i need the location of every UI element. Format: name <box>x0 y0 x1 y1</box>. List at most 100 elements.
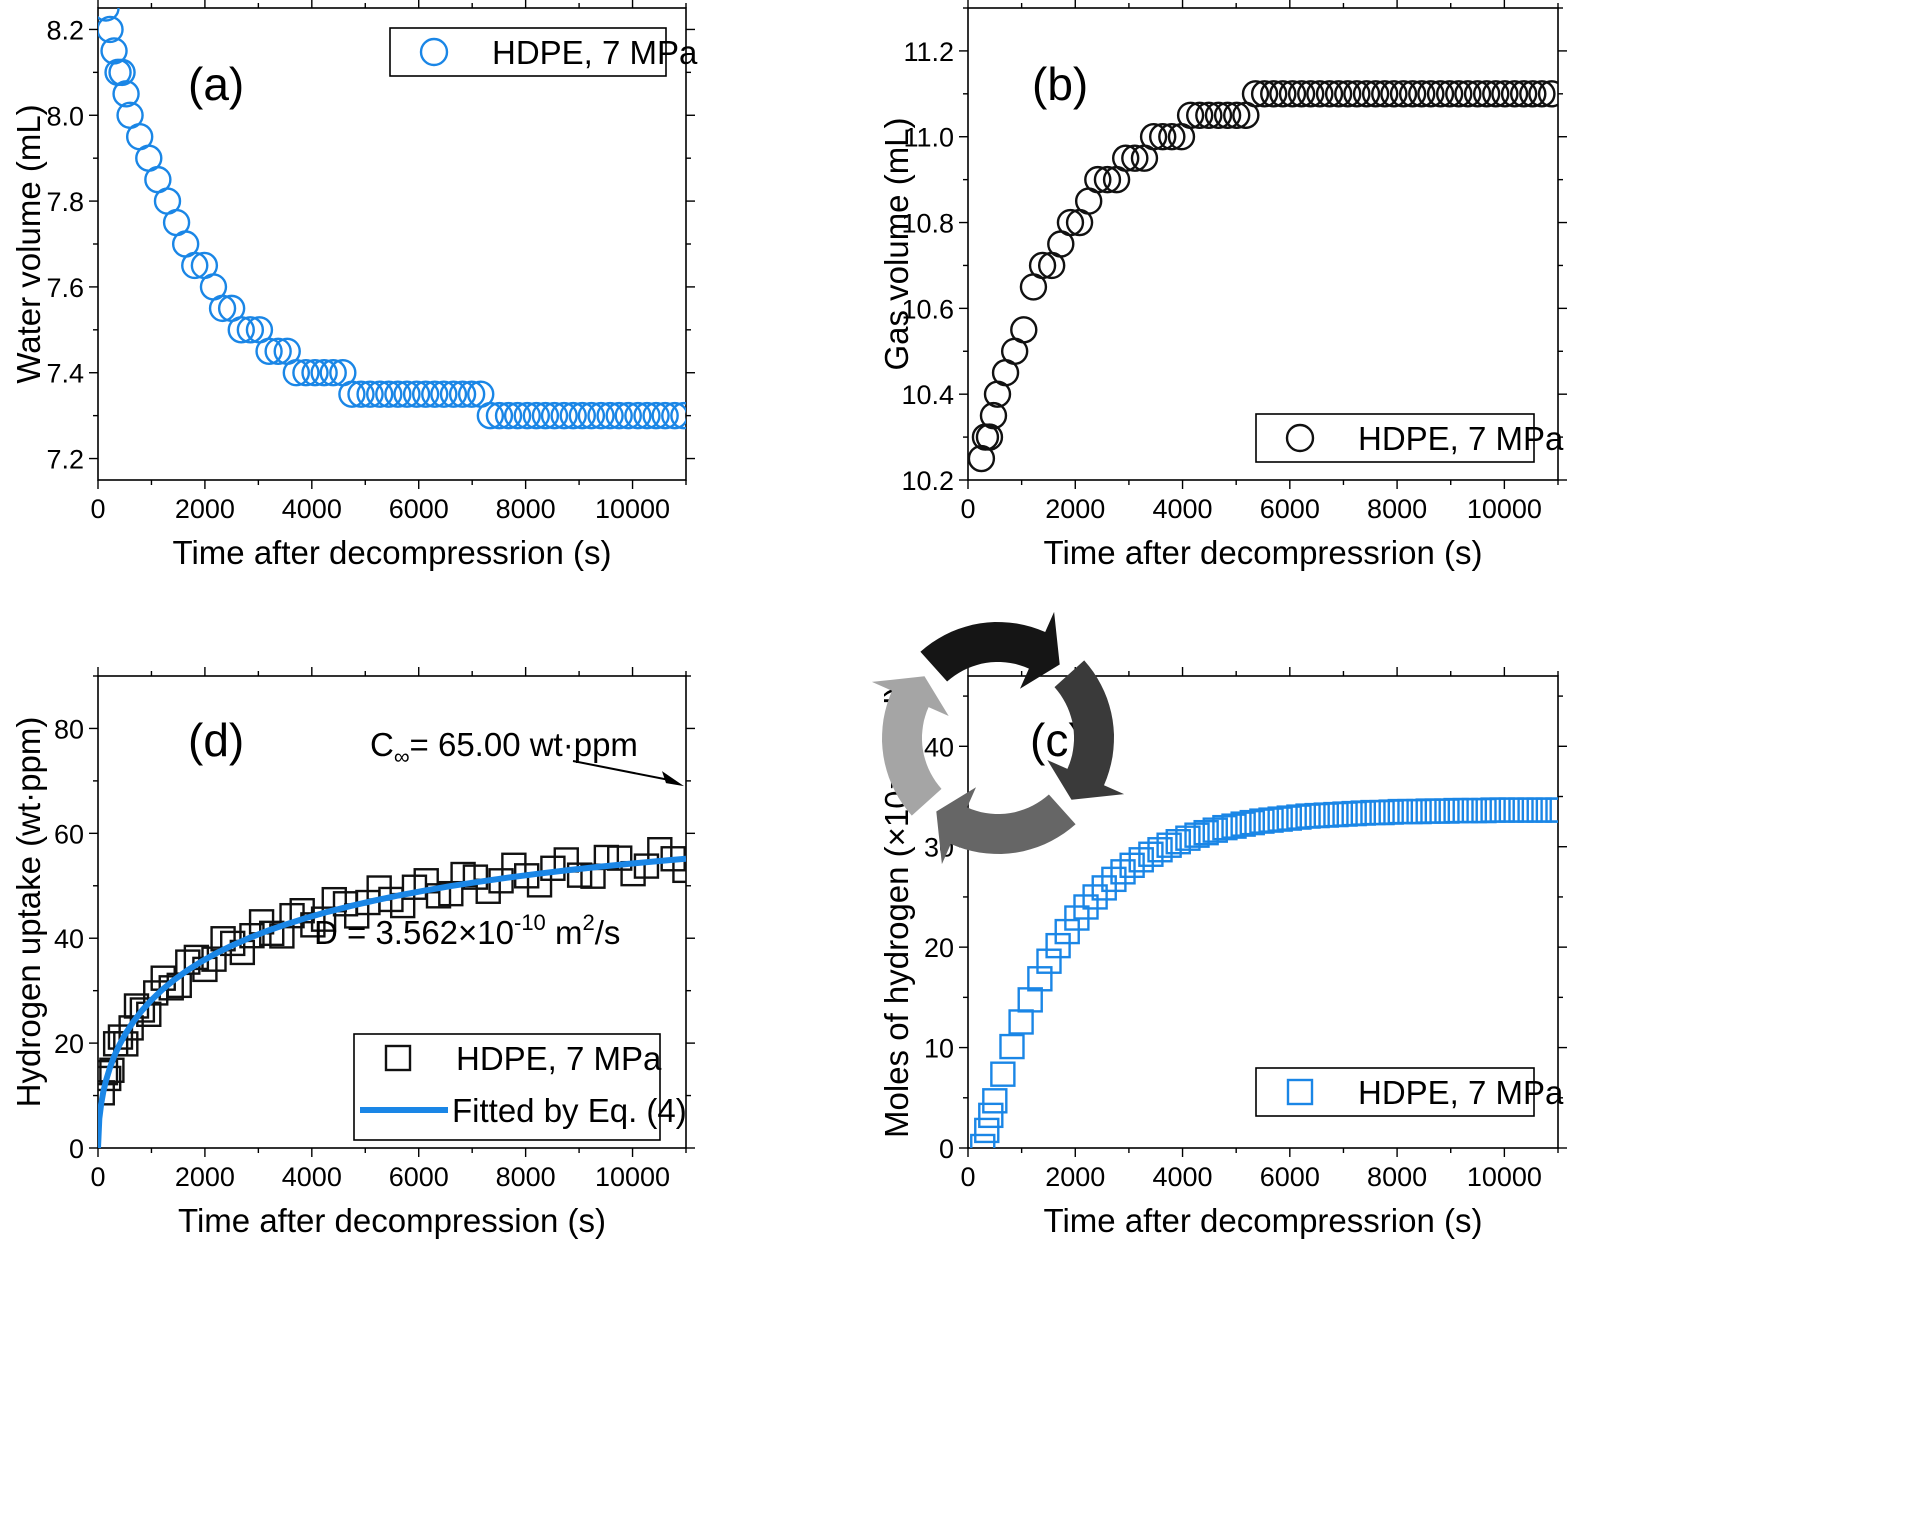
data-point <box>1239 809 1265 836</box>
legend-box <box>353 1033 661 1141</box>
data-point <box>1027 966 1053 992</box>
data-point <box>1093 165 1122 194</box>
data-point <box>1213 101 1242 129</box>
data-point <box>1212 814 1238 841</box>
data-point <box>974 1117 1000 1144</box>
data-point <box>1091 875 1117 901</box>
data-point <box>282 359 311 387</box>
y-tick-label: 10.4 <box>901 380 954 410</box>
data-point <box>1491 80 1519 108</box>
data-point <box>1435 80 1464 108</box>
data-point <box>1158 123 1186 151</box>
y-tick-label: 7.6 <box>46 273 84 303</box>
data-point <box>239 922 265 949</box>
x-tick-label: 8000 <box>496 494 556 524</box>
x-tick-label: 4000 <box>1153 494 1213 524</box>
data-point <box>279 902 305 929</box>
data-point <box>1315 80 1344 108</box>
x-tick-label: 2000 <box>1045 494 1105 524</box>
legend-marker <box>1285 423 1315 453</box>
data-point <box>1128 847 1154 873</box>
legend-label: HDPE, 7 MPa <box>1358 420 1564 457</box>
data-point <box>227 316 255 344</box>
fit-line <box>98 855 686 1148</box>
data-point <box>301 359 329 387</box>
x-tick-label: 4000 <box>282 494 342 524</box>
data-point <box>1165 829 1191 855</box>
x-tick-label: 2000 <box>1045 1162 1105 1192</box>
data-point <box>1121 144 1149 172</box>
y-tick-label: 20 <box>924 933 954 963</box>
data-point <box>1535 797 1558 823</box>
data-point <box>448 380 477 408</box>
x-axis-label: Time after decompressrion (s) <box>173 534 612 571</box>
data-point <box>384 380 412 408</box>
y-tick-label: 11.2 <box>903 37 954 67</box>
data-point <box>1156 832 1182 858</box>
data-point <box>1398 80 1427 108</box>
data-point <box>1221 813 1247 839</box>
plot-frame <box>967 675 1559 1149</box>
legend-marker <box>419 37 449 67</box>
legend-box <box>1255 1067 1535 1117</box>
x-tick-label: 0 <box>960 494 975 524</box>
data-point <box>158 975 184 1001</box>
data-point <box>1084 165 1112 194</box>
data-point <box>1472 80 1501 108</box>
y-axis-label: Gas volume (mL) <box>878 117 915 370</box>
data-point <box>1445 80 1473 108</box>
y-tick-label: 80 <box>54 714 84 744</box>
data-point <box>999 1033 1025 1060</box>
data-point <box>1017 987 1043 1013</box>
data-layer <box>98 8 686 430</box>
data-point <box>1334 80 1362 108</box>
x-tick-label: 8000 <box>1367 1162 1427 1192</box>
y-tick-label: 0 <box>939 1134 954 1164</box>
x-tick-label: 10000 <box>595 494 670 524</box>
data-point <box>1324 80 1353 108</box>
data-point <box>1482 80 1510 108</box>
x-tick-label: 4000 <box>282 1162 342 1192</box>
cycle-arrows-icon <box>871 611 1125 865</box>
data-point <box>98 8 120 22</box>
data-layer <box>970 797 1558 1148</box>
data-point <box>129 997 156 1023</box>
legend-box <box>1255 413 1535 463</box>
diffusivity-annotation: D = 3.562×10-10 m2/s <box>314 910 620 951</box>
data-point <box>970 1133 996 1148</box>
annotations: C∞= 65.00 wt·ppm D = 3.562×10-10 m2/s <box>314 726 684 951</box>
data-point <box>98 15 124 44</box>
chart-panel-b: 0 2000 4000 6000 8000 10000 10.2 10.4 10.6 10.8 11… <box>878 0 1567 571</box>
data-point <box>1250 80 1279 108</box>
legend-label: HDPE, 7 MPa <box>492 34 698 71</box>
data-point <box>1184 822 1210 848</box>
data-point <box>1528 80 1556 108</box>
data-point <box>1389 80 1418 108</box>
data-point <box>1343 80 1371 108</box>
data-point <box>633 401 661 430</box>
data-point <box>1500 80 1529 108</box>
data-point <box>1269 80 1297 108</box>
data-point <box>476 401 505 430</box>
data-point <box>494 401 523 430</box>
data-point <box>559 401 587 430</box>
data-point <box>1045 932 1071 959</box>
data-point <box>1260 80 1288 108</box>
cycle-arrow-segment <box>871 676 949 816</box>
data-point <box>1193 819 1219 846</box>
legend-label: Fitted by Eq. (4) <box>452 1092 687 1129</box>
data-point <box>633 853 660 879</box>
x-tick-label: 6000 <box>389 1162 449 1192</box>
data-point <box>1139 123 1168 151</box>
legend: HDPE, 7 MPa <box>1255 1067 1564 1117</box>
data-point <box>411 380 440 408</box>
data-point <box>1082 884 1108 910</box>
x-tick-label: 2000 <box>175 1162 235 1192</box>
data-point <box>1306 80 1334 108</box>
data-point <box>108 58 136 87</box>
data-point <box>1056 208 1085 237</box>
data-point <box>531 401 560 430</box>
data-point <box>568 401 596 430</box>
data-point <box>670 401 686 430</box>
